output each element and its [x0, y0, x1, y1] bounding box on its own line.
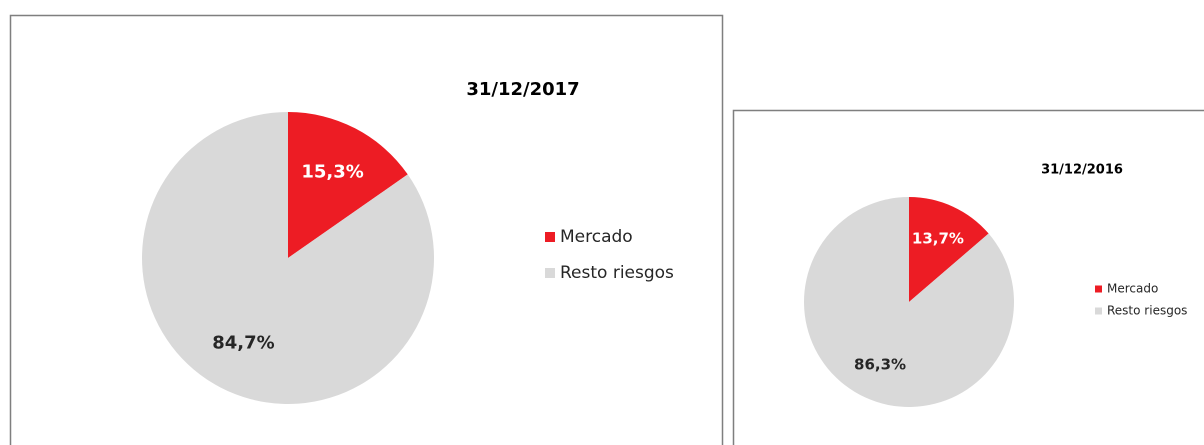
legend-swatch — [1095, 285, 1102, 293]
legend-swatch — [545, 232, 555, 242]
chart-title: 31/12/2017 — [466, 79, 579, 100]
pie-slice — [804, 197, 1015, 407]
legend-label: Mercado — [560, 227, 633, 247]
pie-slice — [909, 197, 989, 302]
pie-slice — [142, 112, 435, 404]
chart-title: 31/12/2016 — [1041, 163, 1123, 178]
pie-slice — [288, 112, 408, 258]
data-label: 15,3% — [301, 162, 363, 183]
legend-label: Mercado — [1107, 282, 1158, 296]
data-label: 86,3% — [854, 355, 906, 373]
legend-label: Resto riesgos — [1107, 304, 1187, 318]
data-label: 84,7% — [212, 332, 274, 353]
legend-swatch — [545, 268, 555, 278]
data-label: 13,7% — [912, 230, 964, 248]
legend-label: Resto riesgos — [560, 263, 674, 283]
legend-swatch — [1095, 307, 1102, 315]
